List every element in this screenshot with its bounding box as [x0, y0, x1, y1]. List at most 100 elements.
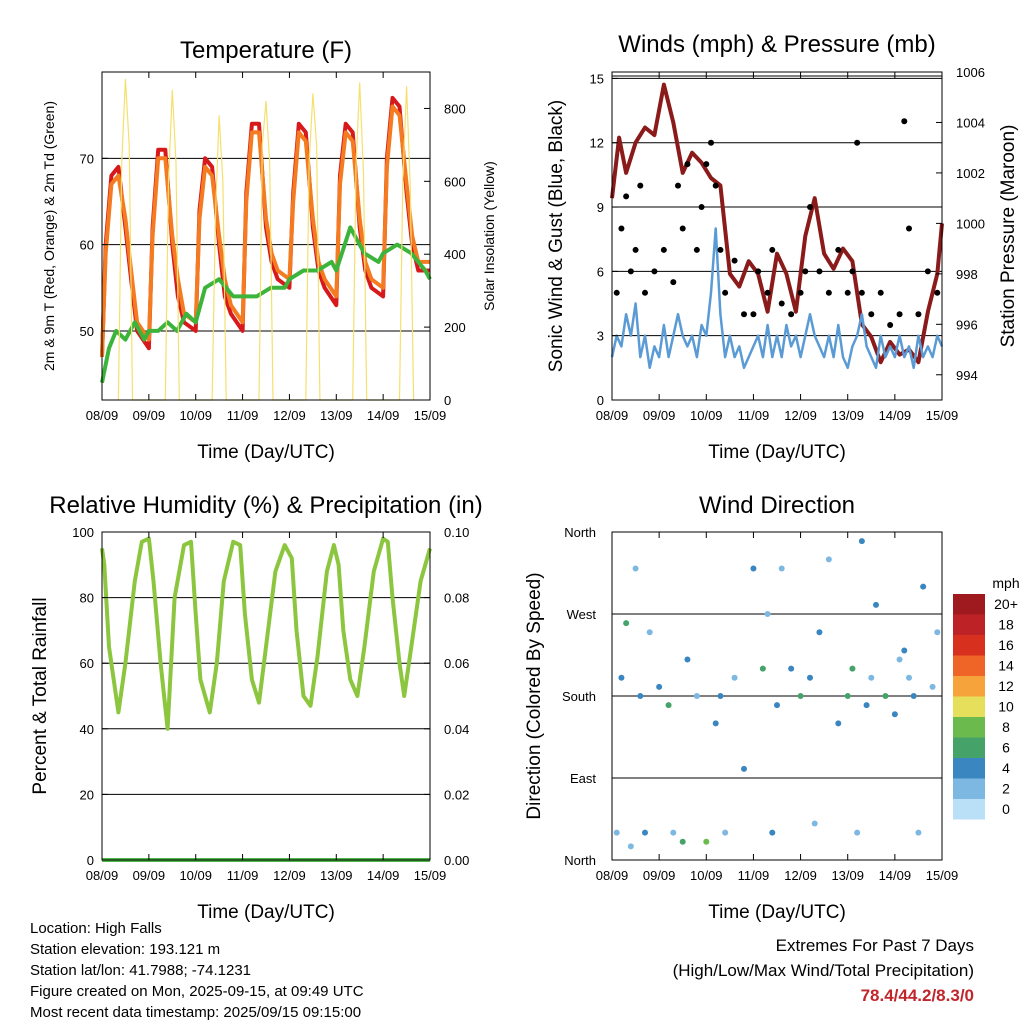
data-point: [934, 289, 941, 296]
data-point: [670, 279, 677, 286]
direction-point: [679, 838, 686, 845]
chart-title: Relative Humidity (%) & Precipitation (i…: [49, 492, 482, 519]
data-point: [807, 204, 813, 211]
y-axis-label: Direction (Colored By Speed): [524, 572, 545, 819]
legend-title: mph: [992, 575, 1019, 591]
y2-tick-label: 600: [444, 174, 466, 189]
direction-point: [764, 611, 771, 617]
direction-point: [618, 674, 625, 681]
y-tick-label: 40: [80, 722, 94, 737]
chart-title: Winds (mph) & Pressure (mb): [618, 31, 935, 58]
data-point: [868, 311, 875, 318]
y2-tick-label: 200: [444, 320, 466, 335]
series-line: [117, 78, 415, 401]
x-tick-label: 09/09: [643, 408, 676, 423]
legend-swatch: [953, 799, 985, 820]
data-point: [722, 289, 729, 296]
temperature-chart: Temperature (F) 08/09 09/09 10/09 11/09 12/09…: [41, 37, 497, 463]
series-line: [100, 536, 432, 731]
direction-point: [717, 693, 724, 699]
legend-swatch: [953, 737, 985, 758]
direction-point: [774, 702, 780, 709]
legend-label: 16: [998, 637, 1014, 653]
extremes-subtitle: (High/Low/Max Wind/Total Precipitation): [672, 961, 974, 980]
x-tick-label: 08/09: [596, 868, 629, 883]
data-point: [642, 289, 648, 296]
direction-point: [906, 674, 912, 681]
direction-point: [849, 665, 856, 672]
x-axis-label: Time (Day/UTC): [197, 442, 335, 463]
data-point: [797, 289, 804, 296]
direction-point: [844, 693, 851, 699]
legend-swatch: [953, 676, 985, 697]
x-tick-label: 12/09: [273, 868, 306, 883]
x-tick-label: 09/09: [133, 408, 166, 423]
legend-label: 4: [1002, 760, 1010, 776]
x-tick-label: 09/09: [643, 868, 676, 883]
x-tick-label: 08/09: [86, 408, 119, 423]
direction-point: [868, 674, 875, 681]
direction-point: [627, 843, 634, 850]
x-tick-label: 11/09: [738, 868, 770, 883]
x-tick-label: 15/09: [926, 868, 959, 883]
legend-label: 10: [998, 699, 1014, 715]
x-tick-label: 15/09: [414, 408, 447, 423]
data-point: [679, 225, 686, 232]
y-tick-label: North: [564, 525, 596, 540]
legend-label: 20+: [994, 596, 1018, 612]
data-point: [877, 289, 884, 296]
x-tick-label: 13/09: [831, 408, 864, 423]
direction-point: [632, 565, 639, 572]
legend-swatch: [953, 778, 985, 799]
data-point: [887, 321, 894, 328]
chart-title: Wind Direction: [699, 492, 855, 519]
y2-tick-label: 998: [956, 267, 978, 282]
x-tick-label: 15/09: [414, 868, 447, 883]
y-tick-label: 9: [597, 200, 604, 215]
direction-point: [816, 629, 823, 636]
direction-point: [642, 829, 648, 836]
y2-tick-label: 0.00: [444, 853, 469, 868]
y-tick-label: North: [564, 853, 596, 868]
x-tick-label: 14/09: [367, 868, 400, 883]
data-point: [906, 225, 912, 232]
plot-frame: [101, 71, 431, 401]
latlon-text: Station lat/lon: 41.7988; -74.1231: [30, 962, 252, 979]
data-point: [651, 268, 658, 275]
data-point: [703, 161, 710, 168]
data-point: [915, 311, 922, 318]
x-tick-label: 14/09: [367, 408, 400, 423]
direction-point: [934, 629, 941, 636]
x-tick-label: 08/09: [86, 868, 119, 883]
data-point: [693, 246, 700, 253]
direction-point: [920, 583, 927, 590]
legend-swatch: [953, 614, 985, 635]
y-tick-label: 0: [87, 853, 94, 868]
x-axis-label: Time (Day/UTC): [708, 442, 846, 463]
y2-tick-label: 1004: [956, 115, 985, 130]
y-tick-label: 50: [80, 324, 94, 339]
direction-point: [811, 820, 818, 827]
y2-tick-label: 0.06: [444, 656, 469, 671]
y2-tick-label: 1000: [956, 216, 985, 231]
direction-point: [778, 565, 785, 572]
direction-point: [788, 665, 795, 672]
direction-point: [646, 629, 653, 636]
y-tick-label: 0: [597, 393, 604, 408]
data-point: [712, 182, 719, 189]
extremes-values: 78.4/44.2/8.3/0: [860, 986, 974, 1005]
legend-swatch: [953, 758, 985, 779]
direction-point: [656, 683, 663, 690]
legend-swatch: [953, 717, 985, 738]
data-point: [627, 268, 634, 275]
direction-point: [759, 665, 766, 672]
data-point: [764, 289, 771, 296]
data-point: [788, 311, 795, 318]
legend-swatch: [953, 655, 985, 676]
direction-point: [901, 647, 908, 654]
y-tick-label: 60: [80, 656, 94, 671]
y2-tick-label: 400: [444, 247, 466, 262]
direction-point: [703, 838, 710, 845]
data-point: [825, 289, 832, 296]
data-point: [741, 311, 747, 318]
